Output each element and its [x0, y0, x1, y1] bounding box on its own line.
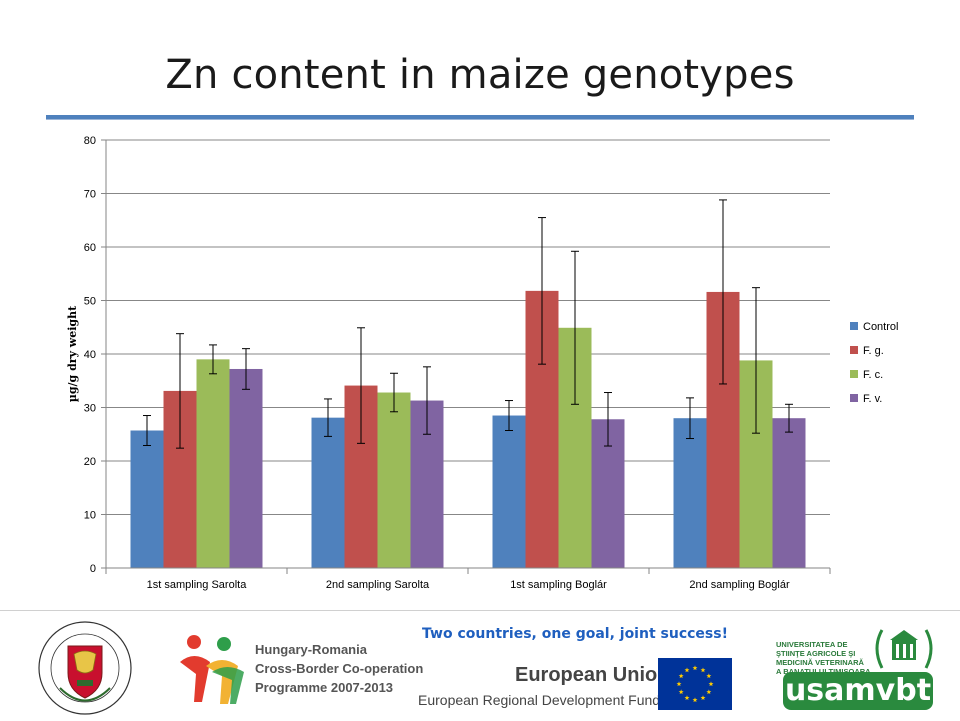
zn-content-chart: 0 10 20 30 40 50 60 70 80 µg/g dry weight 1st samp… — [40, 126, 920, 606]
bar-f-c- — [377, 392, 411, 568]
eu-star-icon — [678, 689, 684, 695]
eu-star-icon — [678, 673, 684, 679]
legend-label: F. c. — [863, 369, 883, 381]
bar-f-v- — [229, 368, 263, 568]
y-tick-label: 60 — [84, 242, 96, 254]
programme-line: Programme 2007-2013 — [255, 680, 394, 695]
eu-fund-text: European Regional Development Fund — [418, 692, 661, 708]
y-tick-label: 20 — [84, 456, 96, 468]
legend-label: F. v. — [863, 393, 882, 405]
eu-star-icon — [684, 695, 690, 700]
bar-control — [673, 418, 707, 568]
eu-title: European Union — [515, 664, 670, 686]
y-axis-label: µg/g dry weight — [66, 305, 79, 402]
y-tick-label: 80 — [84, 135, 96, 147]
eu-star-icon — [676, 681, 682, 687]
title-divider — [46, 115, 914, 120]
legend-swatch — [850, 322, 858, 330]
bar-control — [311, 417, 345, 568]
programme-name: Hungary-Romania Cross-Border Co-operatio… — [255, 640, 423, 697]
programme-line: Hungary-Romania — [255, 642, 367, 657]
x-tick-label: 2nd sampling Boglár — [689, 579, 790, 591]
x-tick-label: 1st sampling Sarolta — [147, 579, 248, 591]
eu-star-icon — [684, 667, 690, 673]
eu-star-icon — [692, 665, 698, 671]
eu-star-icon — [706, 673, 712, 679]
usamvbt-laurel-logo — [875, 629, 933, 669]
y-tick-label: 10 — [84, 510, 96, 522]
university-szeged-seal-logo — [38, 621, 132, 715]
y-tick-label: 0 — [90, 563, 96, 575]
legend-label: Control — [863, 321, 898, 333]
legend-swatch — [850, 370, 858, 378]
hungary-romania-programme-logo — [180, 635, 244, 704]
usamvbt-line: ŞTIINŢE AGRICOLE ŞI — [776, 649, 856, 658]
footer-logos — [0, 610, 960, 721]
eu-star-icon — [692, 697, 698, 703]
bar-control — [130, 430, 164, 568]
programme-line: Cross-Border Co-operation — [255, 661, 424, 676]
usamvbt-line: MEDICINĂ VETERINARĂ — [776, 658, 864, 667]
y-tick-label: 30 — [84, 403, 96, 415]
y-tick-label: 40 — [84, 349, 96, 361]
bar-f-c- — [196, 359, 230, 568]
eu-star-icon — [700, 695, 706, 700]
eu-star-icon — [700, 667, 706, 673]
usamvbt-wordmark: usamvbt — [783, 672, 933, 710]
bar-control — [492, 415, 526, 568]
slide-title: Zn content in maize genotypes — [165, 52, 795, 98]
eu-flag-icon — [658, 658, 732, 710]
usamvbt-line: UNIVERSITATEA DE — [776, 640, 848, 649]
y-tick-label: 70 — [84, 189, 96, 201]
x-tick-label: 1st sampling Boglár — [510, 579, 607, 591]
bar-f-v- — [772, 418, 806, 568]
usamvbt-line: A BANATULUI TIMIŞOARA — [776, 667, 871, 676]
chart-canvas: 0 10 20 30 40 50 60 70 80 µg/g dry weight 1st samp… — [66, 135, 898, 591]
eu-star-icon — [708, 681, 714, 687]
eu-star-icon — [706, 689, 712, 695]
y-tick-label: 50 — [84, 296, 96, 308]
legend-swatch — [850, 346, 858, 354]
legend-label: F. g. — [863, 345, 884, 357]
slogan: Two countries, one goal, joint success! — [422, 626, 728, 642]
usamvbt-university-name: UNIVERSITATEA DE ŞTIINŢE AGRICOLE ŞI MED… — [776, 640, 876, 676]
legend-swatch — [850, 394, 858, 402]
x-tick-label: 2nd sampling Sarolta — [326, 579, 430, 591]
